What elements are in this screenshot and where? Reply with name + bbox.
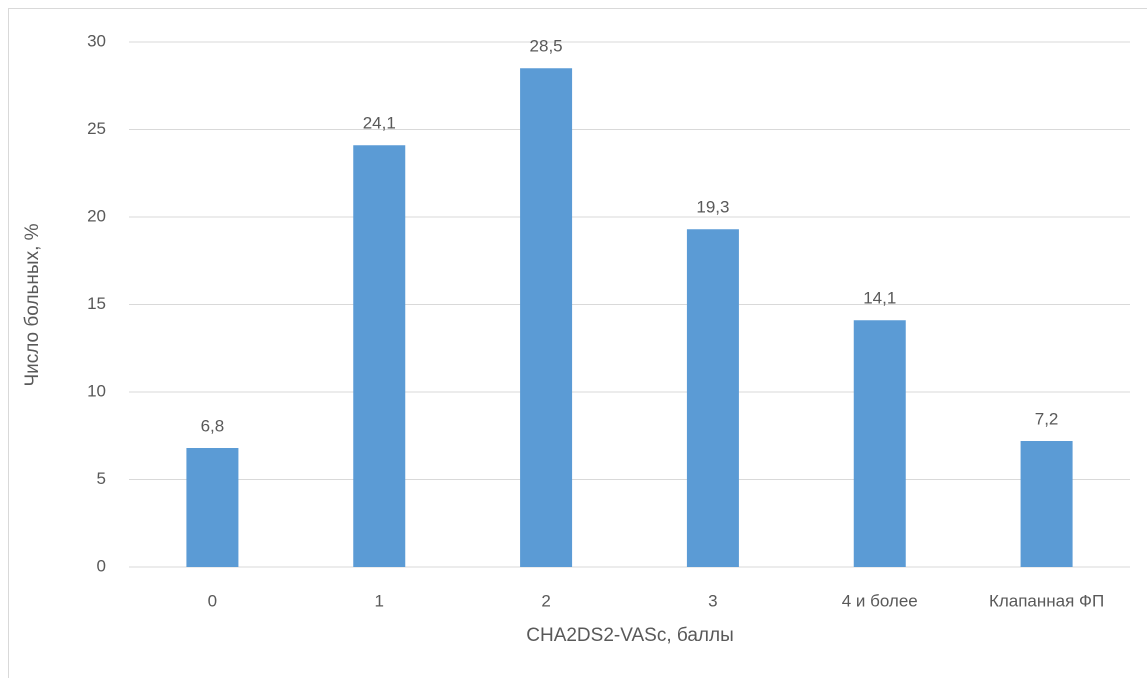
y-tick-label: 20 xyxy=(87,206,106,225)
y-tick-label: 30 xyxy=(87,31,106,50)
bar xyxy=(686,229,739,567)
data-label: 19,3 xyxy=(696,198,729,217)
y-tick-label: 15 xyxy=(87,294,106,313)
x-tick-label: Клапанная ФП xyxy=(989,591,1104,610)
x-axis-title: CHA2DS2-VASc, баллы xyxy=(526,625,733,646)
bar xyxy=(186,448,239,567)
bar xyxy=(853,320,906,567)
x-tick-label: 4 и более xyxy=(842,591,918,610)
bar xyxy=(520,68,573,567)
y-tick-label: 25 xyxy=(87,119,106,138)
y-tick-label: 10 xyxy=(87,381,106,400)
data-label: 28,5 xyxy=(530,37,563,56)
data-label: 24,1 xyxy=(363,114,396,133)
bar xyxy=(353,145,406,567)
x-tick-label: 2 xyxy=(541,591,550,610)
bar xyxy=(1020,441,1073,567)
y-tick-label: 5 xyxy=(97,469,106,488)
data-label: 7,2 xyxy=(1035,409,1059,428)
x-tick-label: 3 xyxy=(708,591,717,610)
x-tick-label: 1 xyxy=(375,591,384,610)
y-tick-label: 0 xyxy=(97,556,106,575)
data-label: 14,1 xyxy=(863,289,896,308)
x-tick-label: 0 xyxy=(208,591,217,610)
data-label: 6,8 xyxy=(201,416,225,435)
chart-border xyxy=(8,8,1147,678)
y-axis-title: Число больных, % xyxy=(22,223,43,386)
